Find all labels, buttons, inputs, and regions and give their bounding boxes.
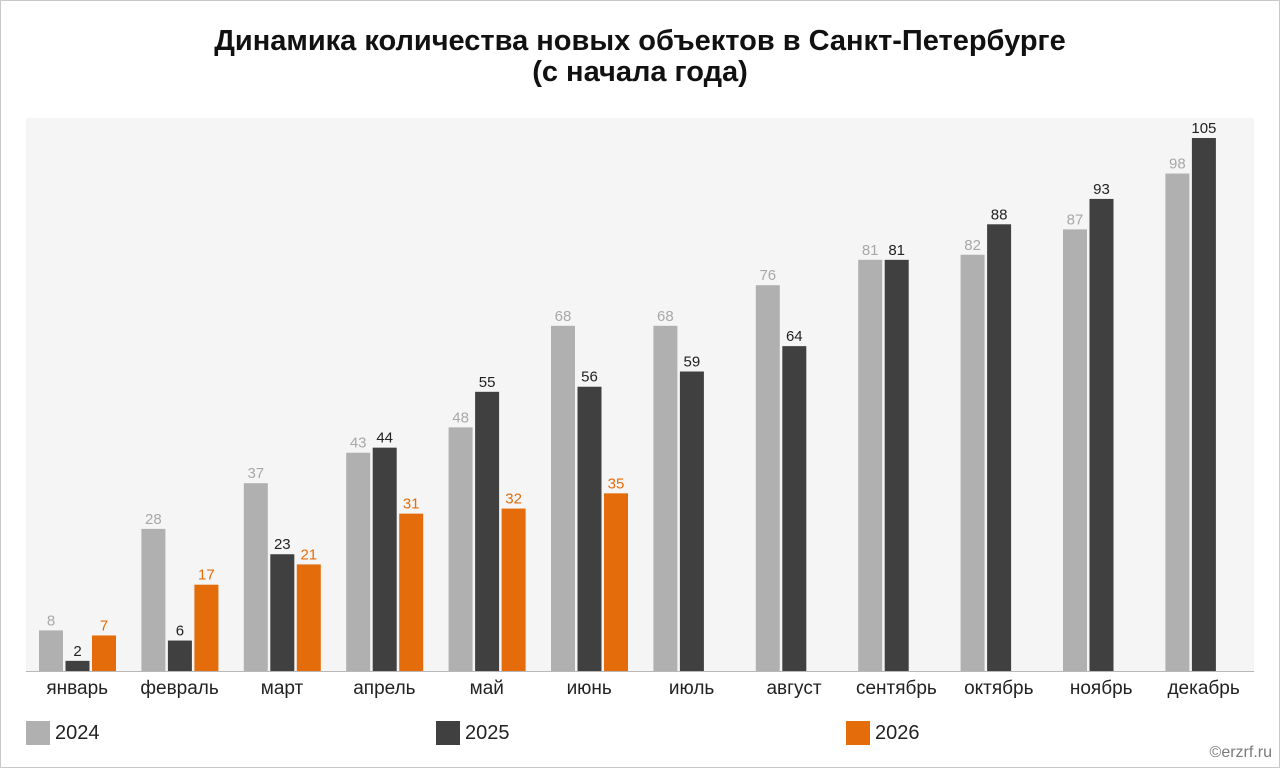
legend-item-2025: 2025 xyxy=(436,720,510,746)
x-tick-label-3: апрель xyxy=(353,678,415,699)
bar-2025-7 xyxy=(782,346,807,671)
bar-2026-0 xyxy=(92,635,116,671)
data-label-2024-11: 98 xyxy=(1169,156,1186,173)
bar-2025-4 xyxy=(475,391,500,671)
x-tick-label-2: март xyxy=(261,678,304,699)
bar-2024-4 xyxy=(448,427,473,671)
data-label-2025-1: 6 xyxy=(176,623,184,640)
bar-2025-5 xyxy=(577,386,602,671)
legend-label: 2024 xyxy=(55,721,100,744)
data-label-2024-4: 48 xyxy=(452,409,469,426)
data-label-2024-8: 81 xyxy=(862,242,879,259)
legend-label: 2026 xyxy=(875,721,920,744)
bar-2024-7 xyxy=(755,285,780,671)
bar-2024-3 xyxy=(346,452,371,671)
data-label-2024-2: 37 xyxy=(247,465,264,482)
title-line-2: (с начала года) xyxy=(532,56,748,88)
data-label-2025-9: 88 xyxy=(991,206,1008,223)
x-tick-label-0: январь xyxy=(46,678,108,699)
legend-swatch xyxy=(436,721,460,745)
title-line-1: Динамика количества новых объектов в Сан… xyxy=(214,25,1066,57)
chart-title: Динамика количества новых объектов в Сан… xyxy=(0,26,1280,88)
x-tick-label-11: декабрь xyxy=(1167,678,1239,699)
bar-2026-4 xyxy=(501,508,526,671)
bar-2025-3 xyxy=(372,447,397,671)
legend-label: 2025 xyxy=(465,721,510,744)
x-tick-label-4: май xyxy=(470,678,504,699)
data-label-2025-0: 2 xyxy=(73,643,81,660)
data-label-2025-6: 59 xyxy=(684,354,701,371)
x-tick-label-8: сентябрь xyxy=(856,678,937,699)
data-label-2026-1: 17 xyxy=(198,567,215,584)
data-label-2024-1: 28 xyxy=(145,511,162,528)
bar-2025-11 xyxy=(1191,138,1216,671)
legend-swatch xyxy=(846,721,870,745)
bar-2024-2 xyxy=(243,483,268,671)
bar-2024-11 xyxy=(1165,173,1190,672)
data-label-2025-3: 44 xyxy=(376,430,393,447)
data-label-2024-6: 68 xyxy=(657,308,674,325)
bar-2025-2 xyxy=(270,554,295,671)
bar-2024-5 xyxy=(551,325,575,671)
bar-2026-5 xyxy=(604,493,628,671)
data-label-2026-0: 7 xyxy=(100,617,108,634)
data-label-2026-2: 21 xyxy=(300,546,317,563)
bar-2024-9 xyxy=(960,254,985,671)
data-label-2025-2: 23 xyxy=(274,536,291,553)
credit-text: ©erzrf.ru xyxy=(1209,744,1272,761)
bar-2025-1 xyxy=(167,640,192,671)
legend-item-2026: 2026 xyxy=(846,720,920,746)
data-label-2025-7: 64 xyxy=(786,328,803,345)
bar-2025-6 xyxy=(679,371,704,671)
bar-2024-8 xyxy=(858,259,883,671)
bar-2026-1 xyxy=(194,584,219,671)
bar-2024-6 xyxy=(653,325,678,671)
data-label-2026-4: 32 xyxy=(505,491,522,508)
x-tick-label-9: октябрь xyxy=(964,678,1034,699)
plot-area xyxy=(26,118,1254,671)
data-label-2024-9: 82 xyxy=(964,237,981,254)
x-tick-label-5: июнь xyxy=(567,678,612,699)
data-label-2025-8: 81 xyxy=(888,242,905,259)
data-label-2024-5: 68 xyxy=(555,308,572,325)
bar-2025-10 xyxy=(1089,198,1114,671)
bar-2026-3 xyxy=(399,513,424,671)
legend-item-2024: 2024 xyxy=(26,720,100,746)
bar-2024-1 xyxy=(141,528,166,671)
bar-2026-2 xyxy=(296,564,321,671)
data-label-2025-11: 105 xyxy=(1191,120,1216,137)
bar-2025-0 xyxy=(65,660,90,671)
data-label-2025-4: 55 xyxy=(479,374,496,391)
data-label-2024-7: 76 xyxy=(759,267,776,284)
data-label-2024-0: 8 xyxy=(47,612,55,629)
x-tick-label-10: ноябрь xyxy=(1070,678,1133,699)
data-label-2025-5: 56 xyxy=(581,369,598,386)
bar-2024-0 xyxy=(39,630,63,671)
x-tick-label-1: февраль xyxy=(140,678,219,699)
legend-swatch xyxy=(26,721,50,745)
x-tick-label-6: июль xyxy=(669,678,715,699)
data-label-2025-10: 93 xyxy=(1093,181,1110,198)
data-label-2026-5: 35 xyxy=(608,475,625,492)
bar-2024-10 xyxy=(1063,229,1087,671)
data-label-2026-3: 31 xyxy=(403,496,420,513)
bar-2025-8 xyxy=(884,259,909,671)
data-label-2024-10: 87 xyxy=(1067,211,1084,228)
bar-2025-9 xyxy=(987,224,1012,672)
data-label-2024-3: 43 xyxy=(350,435,367,452)
x-tick-label-7: август xyxy=(766,678,821,699)
